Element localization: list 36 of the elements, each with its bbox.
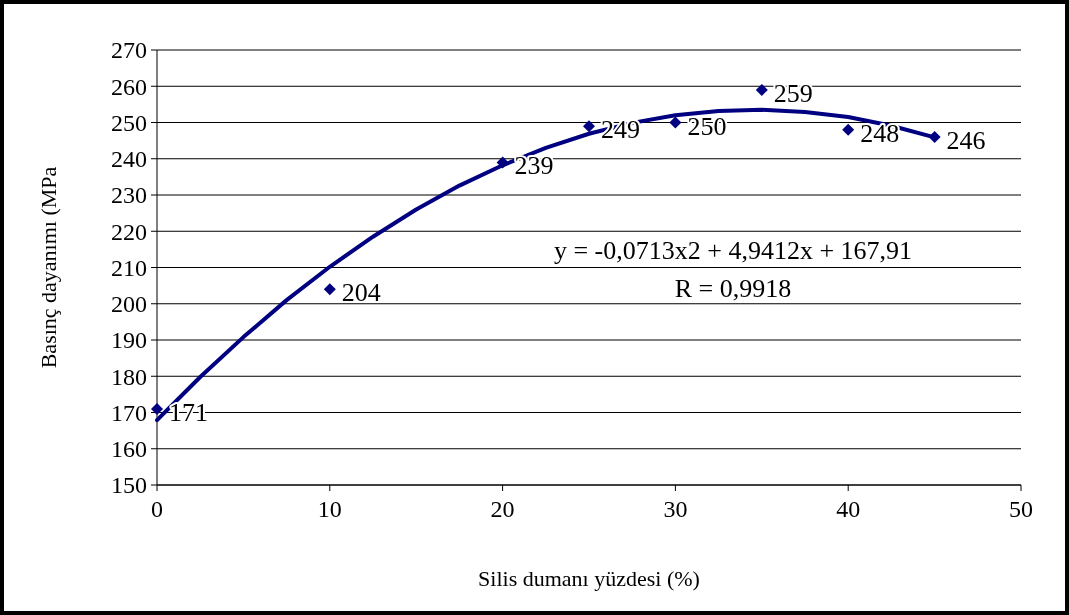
y-tick-label: 150 [111, 472, 147, 499]
y-tick-label: 160 [111, 436, 147, 463]
data-label: 204 [341, 278, 381, 308]
data-label: 259 [773, 78, 813, 108]
data-label: 246 [946, 126, 986, 155]
point [151, 402, 163, 415]
x-tick-label: 10 [317, 496, 342, 522]
y-axis-title: Basınç dayanımı (MPa [36, 166, 61, 369]
data-label: 248 [860, 118, 900, 148]
point [755, 83, 768, 96]
x-tick-label: 0 [151, 496, 163, 522]
y-tick-label: 230 [111, 182, 147, 209]
y-tick-label: 270 [111, 37, 147, 64]
point [583, 120, 595, 133]
y-tick-label: 260 [111, 73, 147, 100]
point [928, 131, 941, 143]
annotation: R = 0,9918 [674, 274, 792, 303]
point [323, 283, 336, 296]
y-tick-label: 250 [111, 109, 147, 136]
y-tick-label: 210 [111, 254, 147, 281]
y-tick-label: 220 [111, 218, 147, 245]
x-tick-label: 20 [490, 496, 515, 522]
y-tick-label: 200 [111, 291, 147, 318]
y-tick-label: 240 [111, 146, 147, 173]
y-tick-label: 190 [111, 327, 147, 354]
x-tick-label: 30 [663, 496, 688, 522]
y-tick-label: 170 [111, 399, 147, 426]
y-tick-label: 180 [111, 363, 147, 390]
x-tick-label: 50 [1009, 496, 1033, 522]
annotation: y = -0,0713x2 + 4,9412x + 167,91 [553, 236, 913, 265]
point [496, 156, 509, 169]
point [669, 116, 682, 129]
x-tick-label: 40 [836, 496, 861, 522]
point [842, 123, 855, 136]
x-axis-title: Silis dumanı yüzdesi (%) [478, 566, 700, 591]
data-label: 239 [514, 151, 554, 181]
